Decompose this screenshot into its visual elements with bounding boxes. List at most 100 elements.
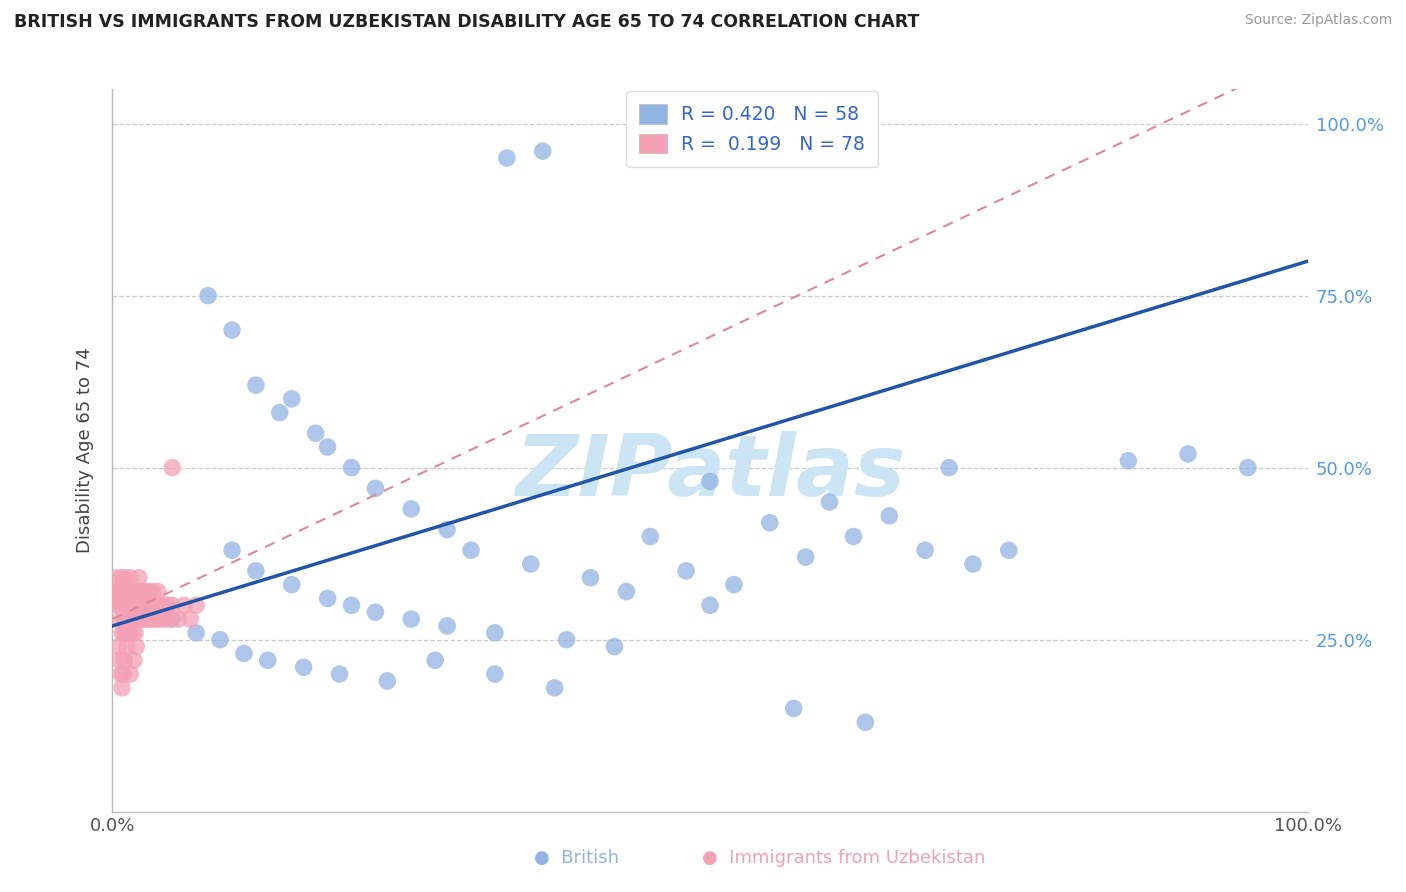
Point [640, 529, 662, 543]
Point [316, 440, 339, 454]
Point [305, 426, 328, 441]
Point [115, 625, 138, 640]
Point [146, 584, 169, 599]
Point [460, 543, 482, 558]
Point [114, 612, 135, 626]
Point [377, 673, 399, 688]
Point [129, 584, 152, 599]
Point [436, 619, 458, 633]
Legend: R = 0.420   N = 58, R =  0.199   N = 78: R = 0.420 N = 58, R = 0.199 N = 78 [626, 91, 877, 167]
Point [186, 599, 208, 613]
Point [1118, 454, 1140, 468]
Point [111, 571, 134, 585]
Point [162, 460, 183, 475]
Point [159, 612, 181, 626]
Point [148, 599, 170, 613]
Point [142, 584, 165, 599]
Point [122, 612, 145, 626]
Text: ●  British: ● British [534, 849, 619, 867]
Point [112, 584, 135, 599]
Text: ZIPatlas: ZIPatlas [515, 431, 905, 514]
Point [221, 323, 243, 337]
Point [484, 625, 506, 640]
Point [998, 543, 1021, 558]
Point [675, 564, 697, 578]
Point [186, 625, 208, 640]
Point [496, 151, 519, 165]
Point [120, 667, 142, 681]
Point [401, 502, 423, 516]
Point [127, 584, 149, 599]
Point [364, 481, 387, 495]
Point [121, 625, 143, 640]
Point [531, 144, 554, 158]
Point [269, 406, 291, 420]
Point [162, 612, 183, 626]
Point [128, 612, 150, 626]
Point [120, 612, 142, 626]
Point [723, 577, 745, 591]
Point [221, 543, 243, 558]
Point [114, 612, 136, 626]
Point [233, 647, 256, 661]
Point [114, 599, 136, 613]
Point [962, 557, 984, 571]
Point [699, 599, 721, 613]
Point [125, 599, 148, 613]
Point [759, 516, 782, 530]
Point [543, 681, 565, 695]
Point [107, 584, 129, 599]
Point [139, 599, 162, 613]
Point [117, 612, 139, 626]
Point [121, 612, 143, 626]
Point [316, 591, 339, 606]
Point [616, 584, 638, 599]
Point [115, 584, 138, 599]
Point [179, 612, 201, 626]
Point [167, 612, 190, 626]
Point [129, 599, 152, 613]
Point [436, 523, 458, 537]
Point [104, 571, 127, 585]
Point [329, 667, 352, 681]
Point [257, 653, 280, 667]
Point [131, 599, 153, 613]
Point [108, 599, 131, 613]
Point [520, 557, 543, 571]
Point [114, 625, 135, 640]
Point [141, 612, 163, 626]
Point [855, 715, 877, 730]
Point [209, 632, 232, 647]
Point [118, 584, 141, 599]
Point [149, 612, 172, 626]
Point [114, 571, 135, 585]
Text: ●  Immigrants from Uzbekistan: ● Immigrants from Uzbekistan [702, 849, 986, 867]
Point [401, 612, 423, 626]
Point [127, 599, 149, 613]
Text: BRITISH VS IMMIGRANTS FROM UZBEKISTAN DISABILITY AGE 65 TO 74 CORRELATION CHART: BRITISH VS IMMIGRANTS FROM UZBEKISTAN DI… [14, 13, 920, 31]
Point [120, 571, 142, 585]
Point [121, 599, 143, 613]
Point [110, 667, 132, 681]
Point [118, 625, 141, 640]
Point [125, 612, 148, 626]
Point [281, 577, 304, 591]
Point [134, 612, 156, 626]
Point [340, 599, 363, 613]
Point [173, 599, 195, 613]
Point [138, 584, 160, 599]
Point [842, 529, 865, 543]
Point [245, 564, 267, 578]
Point [107, 640, 129, 654]
Point [121, 584, 143, 599]
Point [162, 599, 183, 613]
Text: Source: ZipAtlas.com: Source: ZipAtlas.com [1244, 13, 1392, 28]
Point [136, 612, 159, 626]
Point [914, 543, 936, 558]
Point [579, 571, 602, 585]
Point [153, 612, 176, 626]
Point [112, 667, 135, 681]
Point [292, 660, 315, 674]
Point [108, 653, 131, 667]
Point [281, 392, 304, 406]
